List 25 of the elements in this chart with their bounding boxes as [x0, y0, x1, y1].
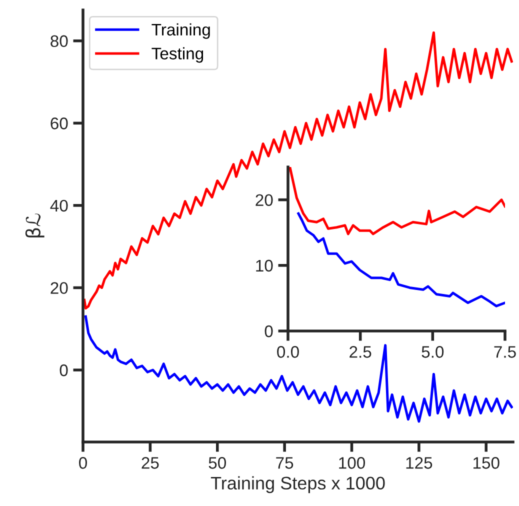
y-tick-label: 60 [50, 118, 68, 130]
y-tick-label: 0 [264, 325, 273, 338]
legend-label: Training [152, 23, 210, 39]
y-tick-label: 10 [256, 260, 273, 272]
x-tick-label: 100 [339, 457, 366, 469]
y-tick-label: 80 [50, 35, 68, 48]
x-tick-label: 7.5 [494, 346, 516, 358]
x-tick-label: 150 [473, 457, 500, 469]
y-tick-label: 0 [60, 364, 68, 376]
line-series [288, 167, 505, 236]
y-axis-title: βℒ [25, 214, 44, 238]
y-tick-label: 20 [50, 282, 68, 294]
x-tick-label: 75 [276, 457, 294, 469]
legend-label: Testing [152, 47, 204, 63]
x-tick-label: 125 [406, 457, 432, 469]
x-tick-label: 0 [79, 457, 87, 469]
x-axis-title: Training Steps x 1000 [210, 476, 385, 494]
x-tick-label: 50 [208, 457, 226, 469]
line-series [297, 212, 505, 308]
y-tick-label: 40 [50, 200, 68, 212]
x-tick-label: 5.0 [422, 346, 444, 358]
x-tick-label: 0.0 [277, 346, 299, 358]
x-tick-label: 25 [142, 457, 159, 469]
x-tick-label: 2.5 [350, 346, 372, 358]
y-tick-label: 20 [256, 194, 273, 206]
